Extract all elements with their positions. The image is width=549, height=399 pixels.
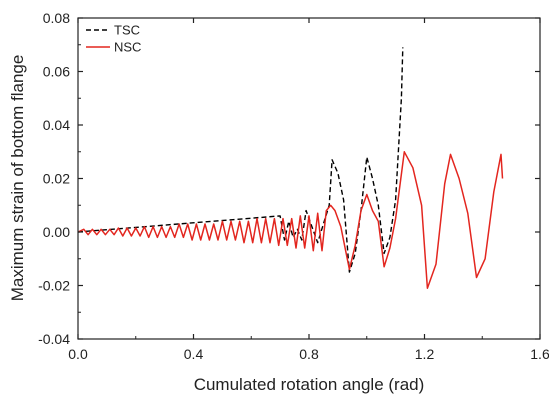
legend: TSC NSC	[86, 23, 141, 55]
x-axis-title: Cumulated rotation angle (rad)	[194, 375, 425, 394]
series-layer	[77, 47, 504, 289]
legend-label-nsc: NSC	[114, 40, 141, 55]
legend-label-tsc: TSC	[114, 23, 140, 38]
y-tick-label: -0.02	[38, 278, 70, 294]
y-tick-label: 0.04	[43, 117, 70, 133]
x-tick-label: 0.4	[184, 346, 204, 362]
y-tick-label: 0.00	[43, 224, 70, 240]
x-tick-label: 0.0	[68, 346, 88, 362]
series-line-nsc	[77, 151, 504, 289]
y-axis-title: Maximum strain of bottom flange	[8, 55, 27, 302]
x-tick-label: 1.6	[530, 346, 549, 362]
y-tick-label: 0.08	[43, 10, 70, 26]
ticks-layer: 0.0 0.4 0.8 1.2 1.6 -0.04 -0.02 0.00 0.02 0.04 0.0…	[38, 10, 549, 362]
y-tick-label: 0.06	[43, 64, 70, 80]
y-tick-label: -0.04	[38, 331, 70, 347]
x-tick-label: 0.8	[299, 346, 319, 362]
plot-area	[78, 18, 540, 339]
y-tick-label: 0.02	[43, 171, 70, 187]
x-tick-label: 1.2	[415, 346, 435, 362]
